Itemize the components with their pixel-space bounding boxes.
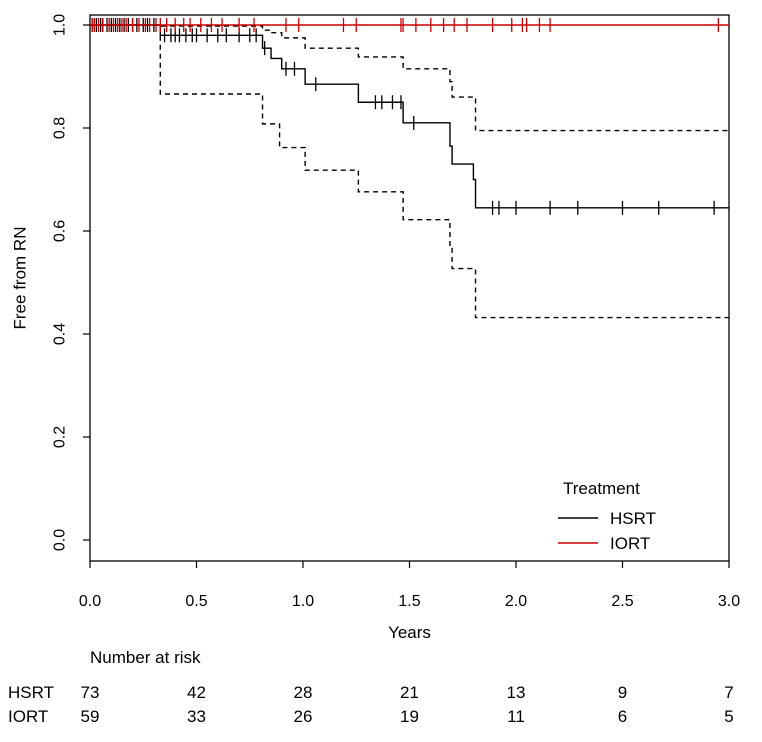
legend-title: Treatment [563, 479, 640, 498]
legend-label-iort: IORT [610, 534, 650, 553]
labels-layer: 0.0 0.5 1.0 1.5 2.0 2.5 3.0 0.0 0.2 0.4 0.6 0.8 1.0 [52, 14, 741, 610]
x-tick-label: 1.5 [398, 593, 420, 610]
y-axis-title: Free from RN [11, 227, 30, 330]
risk-count-iort: 26 [294, 707, 313, 726]
risk-count-iort: 33 [187, 707, 206, 726]
y-tick-label: 0.6 [52, 220, 69, 242]
risk-count-hsrt: 21 [400, 683, 419, 702]
risk-count-hsrt: 9 [618, 683, 627, 702]
axis-ticks [83, 24, 730, 568]
plot-area [83, 14, 730, 568]
y-tick-label: 1.0 [52, 14, 69, 36]
y-tick-label: 0.4 [52, 323, 69, 345]
x-tick-label: 3.0 [718, 593, 740, 610]
y-tick-label: 0.0 [52, 529, 69, 551]
x-axis-title: Years [388, 623, 431, 642]
risk-row-label-hsrt: HSRT [8, 683, 54, 702]
series-line-hsrt-lower-95-ci [90, 24, 729, 319]
y-tick-label: 0.8 [52, 117, 69, 139]
risk-count-iort: 59 [81, 707, 100, 726]
risk-count-iort: 5 [724, 707, 733, 726]
x-tick-label: 0.5 [185, 593, 207, 610]
series-line-hsrt-upper-95-ci [90, 24, 729, 132]
risk-count-hsrt: 73 [81, 683, 100, 702]
legend: Treatment HSRT IORT [558, 479, 656, 553]
y-tick-label: 0.2 [52, 426, 69, 448]
risk-count-iort: 6 [618, 707, 627, 726]
risk-count-hsrt: 42 [187, 683, 206, 702]
x-tick-label: 2.0 [505, 593, 527, 610]
risk-table-title: Number at risk [90, 648, 201, 667]
risk-table: Number at risk HSRT 73 42 28 21 13 9 7 IORT 59 33 2… [8, 648, 734, 726]
x-tick-label: 0.0 [79, 593, 101, 610]
series-line-hsrt [90, 24, 729, 209]
risk-count-iort: 11 [507, 707, 525, 726]
x-tick-label: 2.5 [611, 593, 633, 610]
risk-count-hsrt: 28 [294, 683, 313, 702]
legend-label-hsrt: HSRT [610, 509, 656, 528]
risk-row-label-iort: IORT [8, 707, 48, 726]
risk-count-hsrt: 13 [507, 683, 526, 702]
risk-count-iort: 19 [400, 707, 419, 726]
series-layer [90, 18, 729, 319]
x-tick-label: 1.0 [292, 593, 314, 610]
risk-count-hsrt: 7 [724, 683, 733, 702]
